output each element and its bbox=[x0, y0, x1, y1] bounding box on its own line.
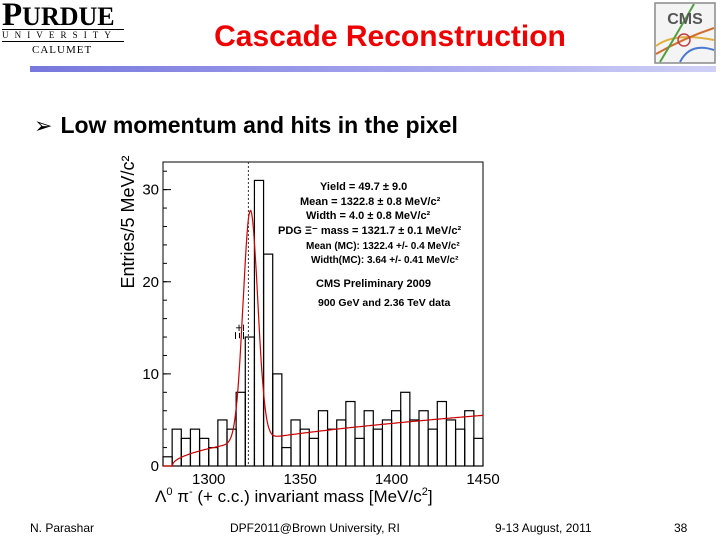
fit-stat-line: 900 GeV and 2.36 TeV data bbox=[318, 297, 450, 309]
purdue-campus-text: CALUMET bbox=[32, 44, 93, 56]
fit-stat-line: Mean = 1322.8 ± 0.8 MeV/c² bbox=[300, 196, 441, 208]
histogram-bin bbox=[180, 437, 192, 467]
histogram-bin bbox=[345, 400, 356, 467]
histogram-bin bbox=[217, 419, 228, 467]
x-axis-label: Λ0 π- (+ c.c.) invariant mass [MeV/c2] bbox=[155, 486, 433, 506]
histogram-bin bbox=[473, 437, 484, 467]
histogram-bin bbox=[189, 428, 201, 467]
histogram-bin bbox=[244, 336, 256, 467]
fit-stat-line: Yield = 49.7 ± 9.0 bbox=[320, 181, 407, 193]
histogram-bin bbox=[445, 419, 457, 467]
fit-curve bbox=[163, 209, 484, 467]
histogram-bin bbox=[336, 419, 347, 467]
y-tick-label: 30 bbox=[142, 182, 159, 199]
bullet-text: Low momentum and hits in the pixel bbox=[60, 112, 458, 138]
histogram-bin bbox=[381, 419, 393, 467]
histogram-bin bbox=[208, 446, 219, 467]
x-tick-label: 1400 bbox=[375, 471, 408, 488]
y-tick-label: 10 bbox=[142, 366, 159, 383]
arrow-bullet-icon: ➢ bbox=[34, 114, 53, 139]
histogram-bin bbox=[235, 391, 246, 467]
slide-title: Cascade Reconstruction bbox=[214, 20, 566, 53]
footer-page-number: 38 bbox=[674, 521, 688, 535]
fit-stats: Yield = 49.7 ± 9.0 Mean = 1322.8 ± 0.8 Me… bbox=[278, 181, 461, 309]
histogram-bin bbox=[427, 428, 438, 467]
fit-stat-line: CMS Preliminary 2009 bbox=[316, 278, 431, 290]
cms-logo: CMS bbox=[654, 2, 716, 64]
y-axis-label: Entries/5 MeV/c² bbox=[118, 155, 138, 288]
histogram-bin bbox=[418, 410, 429, 467]
title-divider bbox=[30, 66, 716, 72]
bullet-point: ➢ Low momentum and hits in the pixel bbox=[34, 110, 458, 142]
histogram-bin bbox=[308, 437, 320, 467]
histogram-bin bbox=[290, 419, 301, 467]
purdue-university-text: UNIVERSITY bbox=[2, 29, 124, 42]
histogram-bin bbox=[436, 400, 448, 467]
x-tick-label: 1300 bbox=[192, 471, 225, 488]
cms-logo-text: CMS bbox=[667, 11, 703, 28]
histogram-bin bbox=[281, 446, 292, 467]
fit-stat-line: Width(MC): 3.64 +/- 0.41 MeV/c² bbox=[311, 255, 459, 266]
y-tick-label: 0 bbox=[151, 458, 159, 475]
histogram-bin bbox=[400, 391, 411, 467]
histogram-bin bbox=[464, 410, 475, 467]
histogram-bin bbox=[198, 437, 210, 467]
purdue-wordmark: PURDUE bbox=[2, 0, 115, 33]
footer-author: N. Parashar bbox=[30, 521, 95, 535]
histogram-bin bbox=[409, 419, 420, 467]
histogram-bin bbox=[454, 428, 466, 467]
x-tick-label: 1350 bbox=[283, 471, 316, 488]
histogram-bin bbox=[262, 253, 274, 467]
histogram-bin bbox=[272, 373, 283, 467]
x-tick-label: 1450 bbox=[466, 471, 499, 488]
fit-stat-line: PDG Ξ⁻ mass = 1321.7 ± 0.1 MeV/c² bbox=[278, 225, 461, 237]
y-tick-label: 20 bbox=[142, 274, 159, 291]
fit-stat-line: Mean (MC): 1322.4 +/- 0.4 MeV/c² bbox=[306, 241, 460, 252]
histogram-bin bbox=[354, 437, 365, 467]
footer-date: 9-13 August, 2011 bbox=[495, 521, 592, 535]
histogram-bin bbox=[390, 410, 402, 467]
mass-histogram: Entries/5 MeV/c² Λ0 π- (+ c.c.) invarian… bbox=[118, 155, 500, 506]
histogram-bin bbox=[317, 410, 329, 467]
fit-stat-line: Width = 4.0 ± 0.8 MeV/c² bbox=[306, 210, 431, 222]
histogram-bin bbox=[326, 428, 338, 467]
histogram-bin bbox=[363, 410, 374, 467]
particle-label: Ξ± bbox=[232, 324, 247, 340]
footer-event: DPF2011@Brown University, RI bbox=[230, 521, 400, 535]
histogram-bin bbox=[372, 428, 384, 467]
purdue-logo: PURDUE UNIVERSITY CALUMET bbox=[2, 0, 130, 62]
histogram-bin bbox=[299, 428, 310, 467]
histogram-bin bbox=[162, 456, 173, 467]
